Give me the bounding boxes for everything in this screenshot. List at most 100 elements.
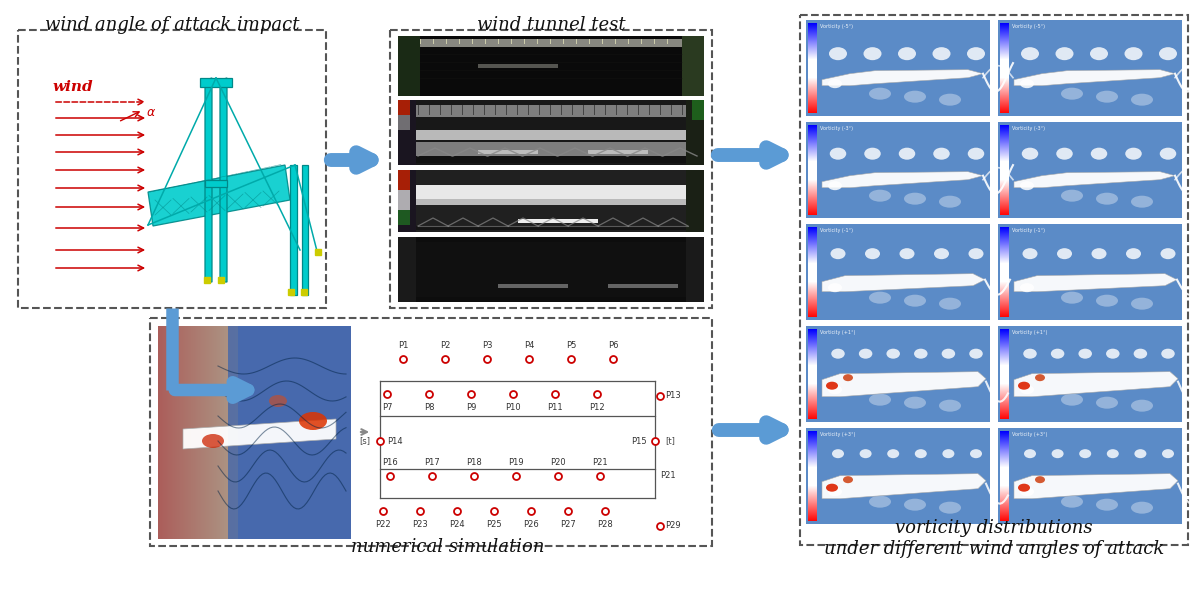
Bar <box>1000 403 1009 404</box>
Bar <box>1000 305 1009 306</box>
Text: P29: P29 <box>665 521 680 531</box>
Bar <box>808 330 817 331</box>
Bar <box>808 134 817 135</box>
Text: wind angle of attack impact: wind angle of attack impact <box>44 16 299 34</box>
Bar <box>808 381 817 382</box>
Bar <box>1000 178 1009 179</box>
Bar <box>808 136 817 137</box>
Bar <box>1000 415 1009 416</box>
Bar <box>808 284 817 285</box>
Bar <box>808 463 817 464</box>
Bar <box>808 300 817 301</box>
Bar <box>808 152 817 153</box>
Bar <box>998 326 1182 422</box>
Ellipse shape <box>1090 47 1108 60</box>
Bar <box>808 144 817 145</box>
Bar <box>808 248 817 249</box>
Bar <box>1000 199 1009 200</box>
Bar <box>808 500 817 501</box>
Ellipse shape <box>1061 496 1084 508</box>
Text: P22: P22 <box>376 520 391 529</box>
Bar <box>808 242 817 243</box>
Bar <box>1000 501 1009 502</box>
Bar <box>478 150 538 154</box>
Bar <box>1000 204 1009 205</box>
Bar <box>228 326 352 539</box>
Bar <box>1000 251 1009 252</box>
Ellipse shape <box>828 385 842 394</box>
Bar <box>808 101 817 102</box>
Bar <box>1000 387 1009 388</box>
Text: P1: P1 <box>398 341 408 350</box>
Bar <box>808 141 817 142</box>
Bar <box>808 92 817 93</box>
Bar <box>1000 210 1009 211</box>
Ellipse shape <box>1159 148 1176 160</box>
Bar <box>420 39 682 47</box>
Bar <box>1000 390 1009 391</box>
Bar <box>808 196 817 197</box>
Text: wind: wind <box>53 80 94 94</box>
Bar <box>1000 63 1009 64</box>
Bar <box>416 242 686 297</box>
Bar <box>1000 237 1009 238</box>
Bar <box>808 490 817 491</box>
Bar <box>1000 192 1009 193</box>
Bar <box>808 73 817 74</box>
Bar <box>808 271 817 272</box>
Bar <box>808 503 817 504</box>
Bar <box>1000 154 1009 155</box>
Ellipse shape <box>1091 148 1108 160</box>
Bar <box>1000 275 1009 276</box>
Bar <box>808 286 817 287</box>
Bar <box>1000 294 1009 295</box>
Bar <box>808 191 817 192</box>
Ellipse shape <box>934 248 949 259</box>
Bar <box>808 51 817 52</box>
Bar <box>808 448 817 449</box>
Bar <box>1000 45 1009 46</box>
Bar <box>808 77 817 78</box>
Text: Vorticity (-1°): Vorticity (-1°) <box>820 228 853 233</box>
Bar <box>1000 474 1009 475</box>
Bar <box>808 247 817 248</box>
Bar <box>1000 445 1009 446</box>
Bar <box>1000 56 1009 57</box>
Bar <box>1000 454 1009 455</box>
Bar <box>808 492 817 493</box>
Bar <box>808 462 817 463</box>
Bar <box>1000 34 1009 35</box>
Bar <box>1000 29 1009 30</box>
Bar <box>1000 77 1009 78</box>
Bar <box>808 234 817 235</box>
Ellipse shape <box>864 148 881 160</box>
Bar <box>1000 520 1009 521</box>
Bar <box>808 308 817 309</box>
Bar <box>808 310 817 311</box>
Bar <box>1000 80 1009 81</box>
Bar <box>416 130 686 140</box>
Bar <box>808 337 817 338</box>
Bar <box>1000 442 1009 443</box>
Bar <box>1000 183 1009 184</box>
Bar <box>808 137 817 138</box>
Bar <box>1000 128 1009 129</box>
Bar <box>1000 335 1009 336</box>
Bar <box>1000 165 1009 166</box>
Text: P27: P27 <box>560 520 576 529</box>
Bar <box>808 180 817 181</box>
Bar <box>808 229 817 230</box>
Bar <box>808 138 817 139</box>
Polygon shape <box>290 165 298 295</box>
Bar <box>1000 336 1009 337</box>
Ellipse shape <box>942 449 954 458</box>
Polygon shape <box>1014 70 1175 85</box>
Polygon shape <box>205 78 212 282</box>
Bar <box>808 57 817 58</box>
Bar <box>398 210 410 225</box>
Bar <box>808 506 817 507</box>
Bar <box>1000 70 1009 71</box>
Bar <box>808 31 817 32</box>
Bar <box>808 183 817 184</box>
Bar <box>808 96 817 97</box>
